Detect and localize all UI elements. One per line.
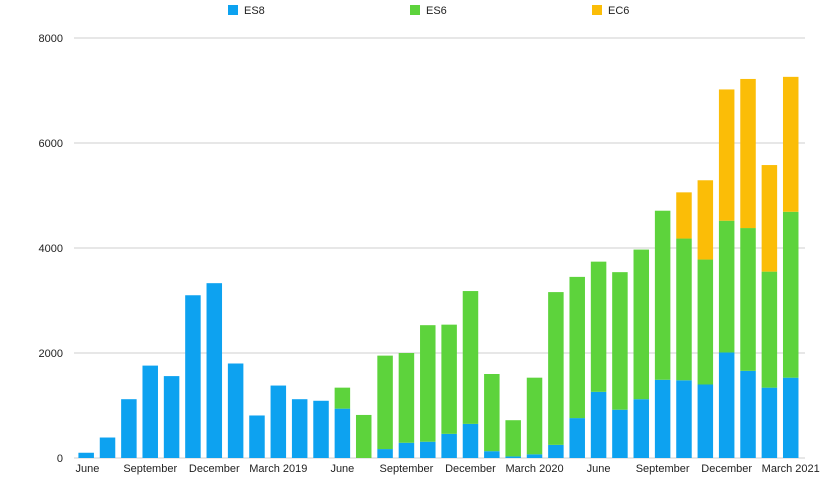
legend-label: ES6 <box>426 5 447 17</box>
bar-es8-2020-01 <box>484 451 500 458</box>
legend-swatch-es8 <box>228 5 238 15</box>
bar-es6-2020-09 <box>654 210 671 380</box>
bar-es8-2021-01 <box>740 370 756 458</box>
bar-es6-2021-03 <box>782 211 799 378</box>
bar-es8-2021-03 <box>782 377 799 458</box>
bar-es6-2020-05 <box>569 276 585 419</box>
bar-es6-2020-08 <box>633 249 650 400</box>
x-tick-label: September <box>380 463 434 475</box>
legend-item-es8: ES8 <box>228 5 265 17</box>
bar-es8-2020-07 <box>612 409 628 458</box>
legend: ES8 ES6 EC6 <box>228 5 629 17</box>
x-tick-label: March 2021 <box>762 463 820 475</box>
bar-es8-2018-10 <box>163 376 180 458</box>
y-tick-label: 4000 <box>39 243 63 255</box>
bar-es8-2021-02 <box>761 387 778 458</box>
bar-es8-2019-10 <box>420 441 436 458</box>
bar-es8-2019-05 <box>313 400 329 458</box>
y-tick-label: 2000 <box>39 348 63 360</box>
x-axis-tick-labels: June September December March 2019 June Septe… <box>76 463 820 475</box>
bar-es6-2020-03 <box>526 377 543 455</box>
bar-es6-2021-02 <box>761 271 778 388</box>
x-tick-label: December <box>701 463 752 475</box>
bar-es6-2020-07 <box>612 272 628 410</box>
bar-es8-2019-02 <box>249 415 265 458</box>
bar-ec6-2021-02 <box>761 165 778 272</box>
legend-item-ec6: EC6 <box>592 5 629 17</box>
bar-es6-2019-10 <box>420 325 436 442</box>
bar-es8-2019-01 <box>227 363 244 458</box>
x-tick-label: December <box>445 463 496 475</box>
bar-es6-2019-07 <box>355 414 372 458</box>
legend-swatch-ec6 <box>592 5 602 15</box>
bar-es6-2020-12 <box>718 220 735 353</box>
bar-es8-2019-08 <box>377 449 393 458</box>
bar-es8-2019-03 <box>270 385 287 458</box>
bar-es8-2020-10 <box>676 380 692 458</box>
y-tick-label: 8000 <box>39 33 63 45</box>
bar-es8-2020-12 <box>718 352 735 458</box>
x-tick-label: June <box>76 463 100 475</box>
bar-es6-2019-08 <box>377 355 393 450</box>
bar-ec6-2020-11 <box>697 180 714 260</box>
bar-es8-2020-02 <box>505 456 521 458</box>
bar-es8-2020-03 <box>526 454 543 458</box>
y-axis-tick-labels: 0 2000 4000 6000 8000 <box>39 33 63 465</box>
bar-es8-2020-08 <box>633 399 650 458</box>
bar-es8-2018-12 <box>206 283 223 458</box>
legend-label: EC6 <box>608 5 629 17</box>
bar-es6-2019-09 <box>398 353 415 443</box>
legend-item-es6: ES6 <box>410 5 447 17</box>
bar-ec6-2021-03 <box>782 76 799 212</box>
legend-label: ES8 <box>244 5 265 17</box>
bar-es6-2020-06 <box>590 261 607 392</box>
y-tick-label: 6000 <box>39 138 63 150</box>
x-tick-label: March 2020 <box>505 463 563 475</box>
bar-es6-2019-06 <box>334 387 351 409</box>
bar-es8-2018-06 <box>78 452 94 458</box>
bar-es8-2018-07 <box>99 437 116 458</box>
bar-ec6-2020-10 <box>676 192 692 239</box>
bar-es6-2021-01 <box>740 228 756 371</box>
bar-es6-2019-12 <box>462 291 479 424</box>
bar-ec6-2021-01 <box>740 78 756 229</box>
x-tick-label: March 2019 <box>249 463 307 475</box>
bar-es6-2019-11 <box>441 324 457 434</box>
bar-es8-2020-11 <box>697 384 714 458</box>
x-tick-label: September <box>123 463 177 475</box>
bar-es8-2020-06 <box>590 391 607 458</box>
bar-es6-2020-04 <box>548 292 564 445</box>
bar-es8-2020-05 <box>569 418 585 458</box>
bar-es6-2020-01 <box>484 374 500 452</box>
bar-es6-2020-02 <box>505 420 521 457</box>
gridlines <box>74 37 805 459</box>
bar-es8-2019-12 <box>462 423 479 459</box>
bar-ec6-2020-12 <box>718 89 735 221</box>
bar-es6-2020-11 <box>697 259 714 385</box>
x-tick-label: December <box>189 463 240 475</box>
bar-es8-2018-08 <box>121 399 137 458</box>
x-tick-label: June <box>330 463 354 475</box>
bar-es8-2018-11 <box>185 295 201 458</box>
x-tick-label: September <box>636 463 690 475</box>
bar-es6-2020-10 <box>676 238 692 381</box>
x-tick-label: June <box>587 463 611 475</box>
bar-es8-2020-04 <box>548 444 564 459</box>
bar-es8-2018-09 <box>142 365 158 458</box>
y-tick-label: 0 <box>57 453 63 465</box>
bar-es8-2019-11 <box>441 433 457 458</box>
bar-es8-2019-06 <box>334 408 351 458</box>
bar-es8-2019-09 <box>398 442 415 458</box>
legend-swatch-es6 <box>410 5 420 15</box>
bars <box>78 76 799 459</box>
bar-es8-2020-09 <box>654 379 671 458</box>
bar-es8-2019-04 <box>291 399 308 458</box>
